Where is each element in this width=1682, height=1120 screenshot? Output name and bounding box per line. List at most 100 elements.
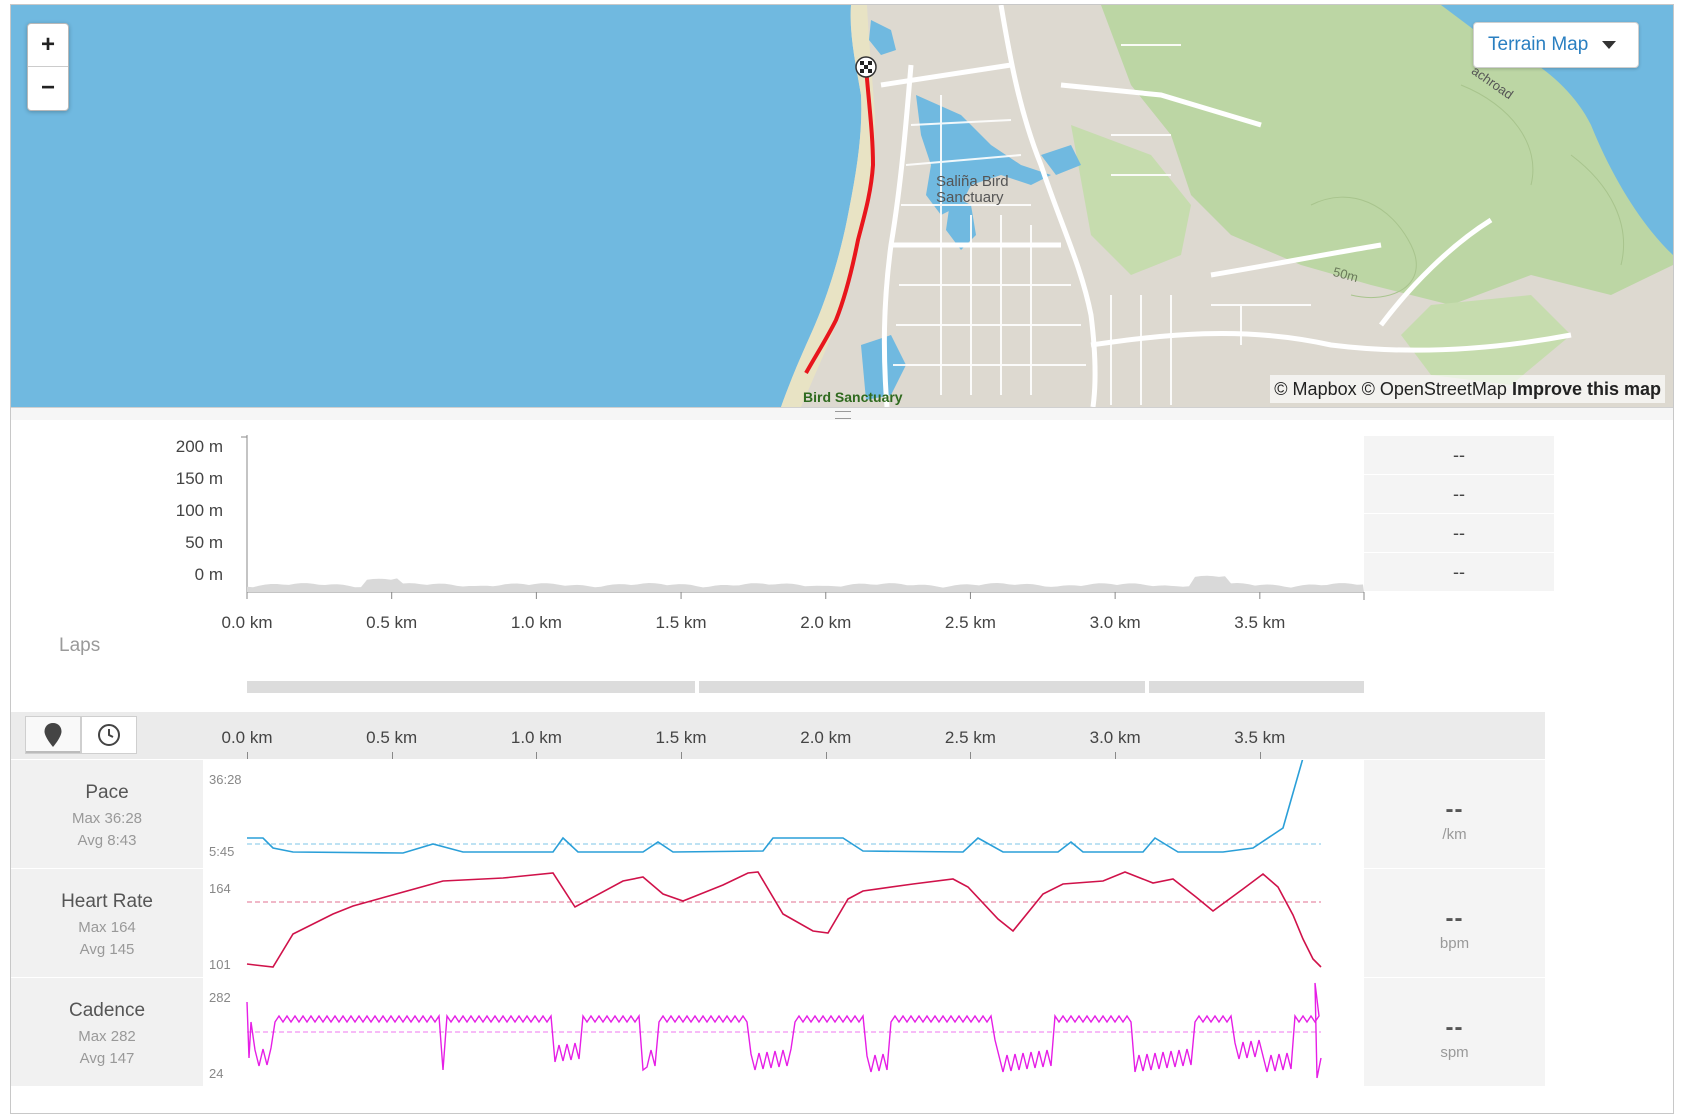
- x-axis-tick-mark: [825, 752, 827, 759]
- stream-avg: Avg 145: [79, 941, 135, 958]
- x-axis-tick: 0.0 km: [221, 728, 273, 747]
- lap-bar[interactable]: [247, 681, 695, 693]
- stream-name: Pace: [85, 782, 129, 803]
- lap-bar[interactable]: [1149, 681, 1364, 693]
- heart-rate-chart: [246, 871, 1322, 968]
- stream-unit: /km: [1442, 826, 1467, 843]
- laps-label: Laps: [59, 635, 101, 656]
- stream-y-min: 101: [209, 957, 231, 972]
- stream-value-panel: -- /km: [1364, 760, 1545, 868]
- stream-max: Max 164: [78, 919, 136, 936]
- zoom-control: + −: [27, 23, 69, 111]
- stream-avg: Avg 8:43: [77, 832, 137, 849]
- stream-name: Cadence: [68, 1000, 146, 1021]
- elevation-stat: --: [1364, 436, 1554, 474]
- stream-x-axis: 0.0 km 0.5 km 1.0 km 1.5 km 2.0 km 2.5 km 3.0 …: [11, 712, 1545, 759]
- route-map[interactable]: Saliña Bird Sanctuary Bird Sanctuary 50m…: [11, 5, 1673, 407]
- stream-cadence: Cadence Max 282 Avg 147 282 24 -- spm: [11, 978, 1545, 1086]
- zoom-out-button[interactable]: −: [40, 74, 55, 101]
- distance-toggle[interactable]: [25, 716, 81, 754]
- stream-value: --: [1445, 796, 1464, 823]
- map-attribution: © Mapbox © OpenStreetMap Improve this ma…: [1270, 375, 1665, 403]
- lap-bar[interactable]: [699, 681, 1145, 693]
- finish-flag-icon: [855, 56, 877, 78]
- map-canvas: [11, 5, 1673, 407]
- pace-chart: [247, 760, 1321, 854]
- streets: [893, 44, 1311, 405]
- elevation-stat: --: [1364, 475, 1554, 513]
- grip-icon: [835, 411, 851, 419]
- attribution-text: © Mapbox © OpenStreetMap: [1274, 379, 1507, 399]
- stream-value-panel: -- bpm: [1364, 869, 1545, 977]
- elevation-stat: --: [1364, 553, 1554, 591]
- elevation-x-tick: 2.0 km: [800, 613, 852, 632]
- map-pin-icon: [44, 723, 62, 747]
- map-place-label: Bird Sanctuary: [803, 389, 903, 405]
- stream-y-min: 24: [209, 1066, 224, 1081]
- saltpan: [1041, 145, 1081, 175]
- x-axis-tick-mark: [681, 752, 683, 759]
- stream-max: Max 282: [78, 1028, 136, 1045]
- elevation-profile: [247, 575, 1364, 592]
- heart-rate-plot[interactable]: 164 101: [203, 869, 1357, 977]
- clock-icon: [98, 724, 120, 746]
- stream-label-panel: Heart Rate Max 164 Avg 145: [11, 869, 203, 977]
- elevation-x-tick: 0.5 km: [366, 613, 418, 632]
- beach: [781, 5, 875, 407]
- elevation-y-tick: 0 m: [194, 565, 223, 584]
- park-area: [1401, 295, 1571, 385]
- elevation-x-tick: 2.5 km: [944, 613, 996, 632]
- stream-heart-rate: Heart Rate Max 164 Avg 145 164 101 -- bp…: [11, 869, 1545, 977]
- elevation-stat: --: [1364, 514, 1554, 552]
- elevation-y-tick: 150 m: [175, 469, 223, 488]
- sea-water: [11, 5, 862, 407]
- elevation-y-tick: 50 m: [185, 533, 223, 552]
- stream-y-max: 36:28: [209, 772, 242, 787]
- elevation-plot[interactable]: [11, 425, 1371, 615]
- stream-label-panel: Cadence Max 282 Avg 147: [11, 978, 203, 1086]
- saltpan: [916, 95, 1051, 215]
- roads: [880, 5, 1572, 407]
- x-axis-tick: 1.0 km: [510, 728, 562, 747]
- cadence-plot[interactable]: 282 24: [203, 978, 1357, 1086]
- park-area: [1101, 5, 1673, 305]
- improve-map-link[interactable]: Improve this map: [1511, 379, 1661, 399]
- caret-down-icon: [1602, 41, 1617, 49]
- stream-y-max: 164: [209, 881, 231, 896]
- stream-value: --: [1445, 1014, 1464, 1041]
- stream-value-panel: -- spm: [1364, 978, 1545, 1086]
- time-toggle[interactable]: [81, 716, 137, 754]
- elevation-x-tick: 1.5 km: [655, 613, 707, 632]
- x-axis-tick: 2.5 km: [944, 728, 996, 747]
- map-type-label: Terrain Map: [1488, 34, 1589, 55]
- x-axis-tick-mark: [1115, 752, 1117, 759]
- stream-unit: bpm: [1439, 935, 1470, 952]
- elevation-y-tick: 200 m: [175, 437, 223, 456]
- x-axis-tick-mark: [247, 752, 248, 759]
- elevation-y-tick: 100 m: [175, 501, 223, 520]
- elevation-x-tick: 0.0 km: [221, 613, 273, 632]
- pace-line: [247, 760, 1304, 854]
- elevation-x-ticks: [246, 592, 1261, 599]
- x-axis-tick-mark: [391, 752, 393, 759]
- pace-plot[interactable]: 36:28 5:45: [203, 760, 1357, 868]
- x-axis-tick-mark: [1259, 752, 1261, 759]
- x-axis-tick-mark: [536, 752, 538, 759]
- activity-route: [804, 66, 876, 374]
- x-axis-tick: 2.0 km: [800, 728, 852, 747]
- heart-rate-line: [246, 871, 1322, 968]
- elevation-x-tick: 1.0 km: [510, 613, 562, 632]
- x-axis-tick-mark: [970, 752, 972, 759]
- stream-name: Heart Rate: [61, 891, 153, 912]
- map-type-dropdown[interactable]: Terrain Map: [1473, 22, 1639, 68]
- saltpan: [946, 195, 976, 250]
- zoom-in-button[interactable]: +: [28, 24, 68, 67]
- map-place-label: Sanctuary: [936, 189, 1004, 206]
- saltpan: [869, 20, 896, 55]
- x-axis-tick: 0.5 km: [366, 728, 418, 747]
- cadence-chart: [246, 982, 1322, 1079]
- stream-avg: Avg 147: [79, 1050, 135, 1067]
- stream-label-panel: Pace Max 36:28 Avg 8:43: [11, 760, 203, 868]
- stream-y-max: 282: [209, 990, 231, 1005]
- map-resize-handle[interactable]: [11, 407, 1673, 420]
